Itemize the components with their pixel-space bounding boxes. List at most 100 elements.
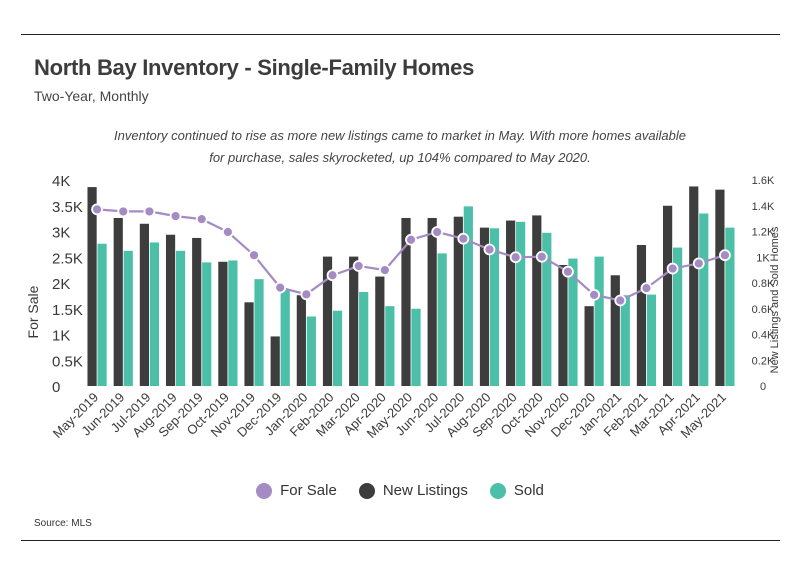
y2-tick-label: 0 (760, 381, 766, 393)
for-sale-point (221, 226, 234, 238)
legend-item-for-sale[interactable]: For Sale (256, 482, 337, 499)
for-sale-point (588, 288, 601, 301)
for-sale-point (169, 210, 182, 222)
bar-sold (149, 242, 159, 386)
for-sale-point (274, 281, 287, 294)
for-sale-point (143, 205, 156, 218)
for-sale-point (91, 203, 103, 216)
bar-sold (673, 247, 683, 386)
for-sale-point (300, 288, 313, 301)
y-tick-label: 4K (52, 173, 70, 190)
y2-tick-label: 0.6K (752, 304, 775, 316)
legend-item-new-listings[interactable]: New Listings (358, 482, 468, 499)
for-sale-point (614, 294, 627, 307)
bar-sold (725, 227, 735, 386)
bar-new-listings (453, 216, 463, 386)
bar-sold (228, 260, 238, 386)
for-sale-point (431, 226, 444, 238)
for-sale-point (248, 249, 260, 262)
bar-new-listings (139, 223, 149, 386)
for-sale-point (326, 269, 339, 282)
bar-new-listings (113, 217, 123, 386)
bar-new-listings (715, 189, 725, 386)
y2-tick-label: 1.2K (752, 227, 775, 239)
y-tick-label: 0.5K (52, 353, 83, 370)
bar-new-listings (165, 234, 176, 386)
y-tick-label: 1K (52, 328, 70, 345)
for-sale-point (457, 232, 470, 245)
y2-tick-label: 1K (756, 252, 770, 264)
bar-sold (516, 221, 526, 386)
bar-sold (646, 294, 657, 386)
for-sale-point (666, 262, 679, 275)
for-sale-point (378, 264, 391, 277)
bar-new-listings (532, 215, 542, 386)
bar-new-listings (506, 220, 516, 386)
y2-axis-label: New Listings and Sold Homes (769, 226, 781, 373)
legend-label-new-listings: New Listings (382, 482, 468, 499)
bar-new-listings (87, 187, 97, 386)
bar-sold (699, 213, 709, 386)
y2-tick-label: 0.4K (752, 330, 775, 342)
bar-new-listings (244, 302, 254, 386)
bar-sold (568, 258, 578, 386)
bar-sold (411, 308, 421, 386)
bar-sold (620, 295, 630, 386)
y-tick-label: 2K (52, 276, 70, 293)
y-tick-label: 3K (52, 225, 70, 242)
bar-new-listings (192, 237, 202, 386)
for-sale-point (719, 249, 731, 262)
for-sale-line (97, 208, 726, 302)
bar-sold (202, 262, 212, 386)
bar-sold (489, 228, 500, 386)
chart-annotation: Inventory continued to rise as more new … (114, 128, 686, 165)
for-sale-point (483, 243, 496, 256)
bar-sold (280, 289, 290, 386)
top-rule (21, 34, 780, 35)
bar-new-listings (479, 227, 490, 386)
bar-new-listings (375, 276, 385, 386)
for-sale-point (692, 257, 705, 270)
legend-swatch-new-listings (358, 482, 375, 499)
bar-sold (542, 232, 552, 386)
legend-label-for-sale: For Sale (280, 482, 337, 499)
for-sale-point (117, 205, 130, 218)
bar-new-listings (558, 264, 568, 386)
bar-new-listings (322, 256, 333, 386)
bar-new-listings (296, 295, 306, 386)
for-sale-point (535, 250, 548, 263)
bar-sold (254, 279, 264, 386)
y-tick-label: 2.5K (52, 250, 83, 267)
bar-new-listings (427, 217, 437, 386)
y-tick-label: 0 (52, 379, 60, 396)
bar-sold (463, 206, 473, 386)
bottom-rule (21, 540, 780, 541)
bar-sold (97, 243, 107, 386)
bar-sold (437, 253, 447, 386)
bar-new-listings (218, 261, 228, 386)
bar-sold (332, 310, 343, 386)
y-tick-label: 3.5K (52, 199, 83, 216)
bar-new-listings (401, 217, 411, 386)
legend-swatch-sold (489, 482, 506, 499)
y2-tick-label: 0.8K (752, 278, 775, 290)
legend-swatch-for-sale (256, 482, 273, 499)
bar-new-listings (689, 186, 699, 386)
bar-new-listings (349, 256, 359, 386)
bar-sold (123, 250, 133, 386)
y2-tick-label: 1.6K (752, 175, 775, 187)
y2-tick-label: 1.4K (752, 201, 775, 213)
bar-sold (359, 292, 369, 386)
for-sale-point (352, 260, 365, 272)
source-note: Source: MLS (34, 518, 92, 529)
for-sale-point (640, 282, 653, 295)
bar-new-listings (636, 245, 647, 386)
y-tick-label: 1.5K (52, 302, 83, 319)
for-sale-point (195, 213, 208, 226)
chart-subtitle: Two-Year, Monthly (34, 88, 149, 104)
bar-sold (175, 250, 186, 386)
for-sale-point (562, 265, 574, 278)
legend-item-sold[interactable]: Sold (489, 482, 544, 499)
bar-new-listings (610, 275, 620, 386)
